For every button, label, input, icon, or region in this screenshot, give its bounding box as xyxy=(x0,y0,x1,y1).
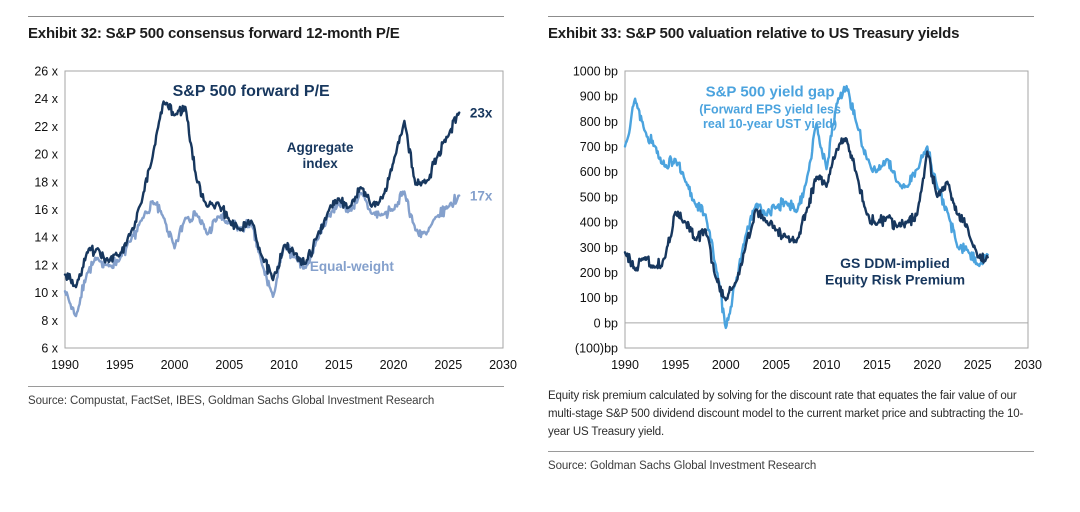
svg-text:2010: 2010 xyxy=(270,358,298,372)
svg-text:2000: 2000 xyxy=(712,358,740,372)
exhibit-33-source: Source: Goldman Sachs Global Investment … xyxy=(548,460,817,473)
svg-text:22 x: 22 x xyxy=(34,120,58,134)
svg-text:12 x: 12 x xyxy=(34,258,58,272)
exhibit-33-footnote: Equity risk premium calculated by solvin… xyxy=(548,390,1024,438)
svg-text:6 x: 6 x xyxy=(41,342,58,356)
svg-text:2015: 2015 xyxy=(325,358,353,372)
svg-text:2015: 2015 xyxy=(863,358,891,372)
svg-text:14 x: 14 x xyxy=(34,231,58,245)
svg-text:500 bp: 500 bp xyxy=(580,190,618,204)
svg-text:2005: 2005 xyxy=(762,358,790,372)
exhibit-33-title: Exhibit 33: S&P 500 valuation relative t… xyxy=(548,25,960,42)
svg-text:2030: 2030 xyxy=(1014,358,1042,372)
svg-text:2025: 2025 xyxy=(434,358,462,372)
svg-text:900 bp: 900 bp xyxy=(580,90,618,104)
svg-text:Equal-weight: Equal-weight xyxy=(310,259,395,274)
svg-text:1995: 1995 xyxy=(661,358,689,372)
svg-text:600 bp: 600 bp xyxy=(580,165,618,179)
svg-text:8 x: 8 x xyxy=(41,314,58,328)
svg-text:2010: 2010 xyxy=(813,358,841,372)
svg-text:1000 bp: 1000 bp xyxy=(573,65,618,79)
exhibit-33-top-rule xyxy=(548,16,1034,17)
exhibit-32-top-rule xyxy=(28,16,504,17)
svg-text:(100)bp: (100)bp xyxy=(575,342,618,356)
svg-text:0 bp: 0 bp xyxy=(594,316,618,330)
svg-text:23x: 23x xyxy=(470,105,493,120)
svg-text:400 bp: 400 bp xyxy=(580,216,618,230)
svg-text:2030: 2030 xyxy=(489,358,517,372)
svg-text:2000: 2000 xyxy=(161,358,189,372)
svg-text:100 bp: 100 bp xyxy=(580,291,618,305)
svg-text:200 bp: 200 bp xyxy=(580,266,618,280)
svg-text:S&P 500 yield gap: S&P 500 yield gap xyxy=(706,83,835,100)
svg-text:18 x: 18 x xyxy=(34,175,58,189)
svg-text:1990: 1990 xyxy=(611,358,639,372)
svg-text:1995: 1995 xyxy=(106,358,134,372)
svg-text:10 x: 10 x xyxy=(34,286,58,300)
svg-text:2005: 2005 xyxy=(215,358,243,372)
yield-gap-erp-chart: 1000 bp 900 bp 800 bp 700 bp 600 bp 500 bp 400… xyxy=(573,65,1042,373)
exhibit-32-source: Source: Compustat, FactSet, IBES, Goldma… xyxy=(28,395,435,407)
svg-text:16 x: 16 x xyxy=(34,203,58,217)
exhibit-32-title: Exhibit 32: S&P 500 consensus forward 12… xyxy=(28,25,400,42)
exhibit-32-panel: Exhibit 32: S&P 500 consensus forward 12… xyxy=(28,10,517,407)
svg-text:2025: 2025 xyxy=(964,358,992,372)
svg-text:1990: 1990 xyxy=(51,358,79,372)
svg-text:24 x: 24 x xyxy=(34,92,58,106)
svg-text:800 bp: 800 bp xyxy=(580,115,618,129)
exhibit-32-source-rule xyxy=(28,386,504,387)
svg-text:17x: 17x xyxy=(470,188,493,203)
svg-text:S&P 500 forward P/E: S&P 500 forward P/E xyxy=(173,83,330,100)
svg-text:700 bp: 700 bp xyxy=(580,140,618,154)
exhibit-33-source-rule xyxy=(548,451,1034,453)
svg-text:26 x: 26 x xyxy=(34,65,58,79)
svg-text:2020: 2020 xyxy=(380,358,408,372)
svg-text:300 bp: 300 bp xyxy=(580,241,618,255)
exhibit-33-panel: Exhibit 33: S&P 500 valuation relative t… xyxy=(548,10,1042,473)
svg-text:2020: 2020 xyxy=(913,358,941,372)
svg-text:20 x: 20 x xyxy=(34,148,58,162)
forward-pe-chart: 26 x 24 x 22 x 20 x 18 x 16 x 14 x 12 x 10 x 8 x 6… xyxy=(34,65,517,373)
